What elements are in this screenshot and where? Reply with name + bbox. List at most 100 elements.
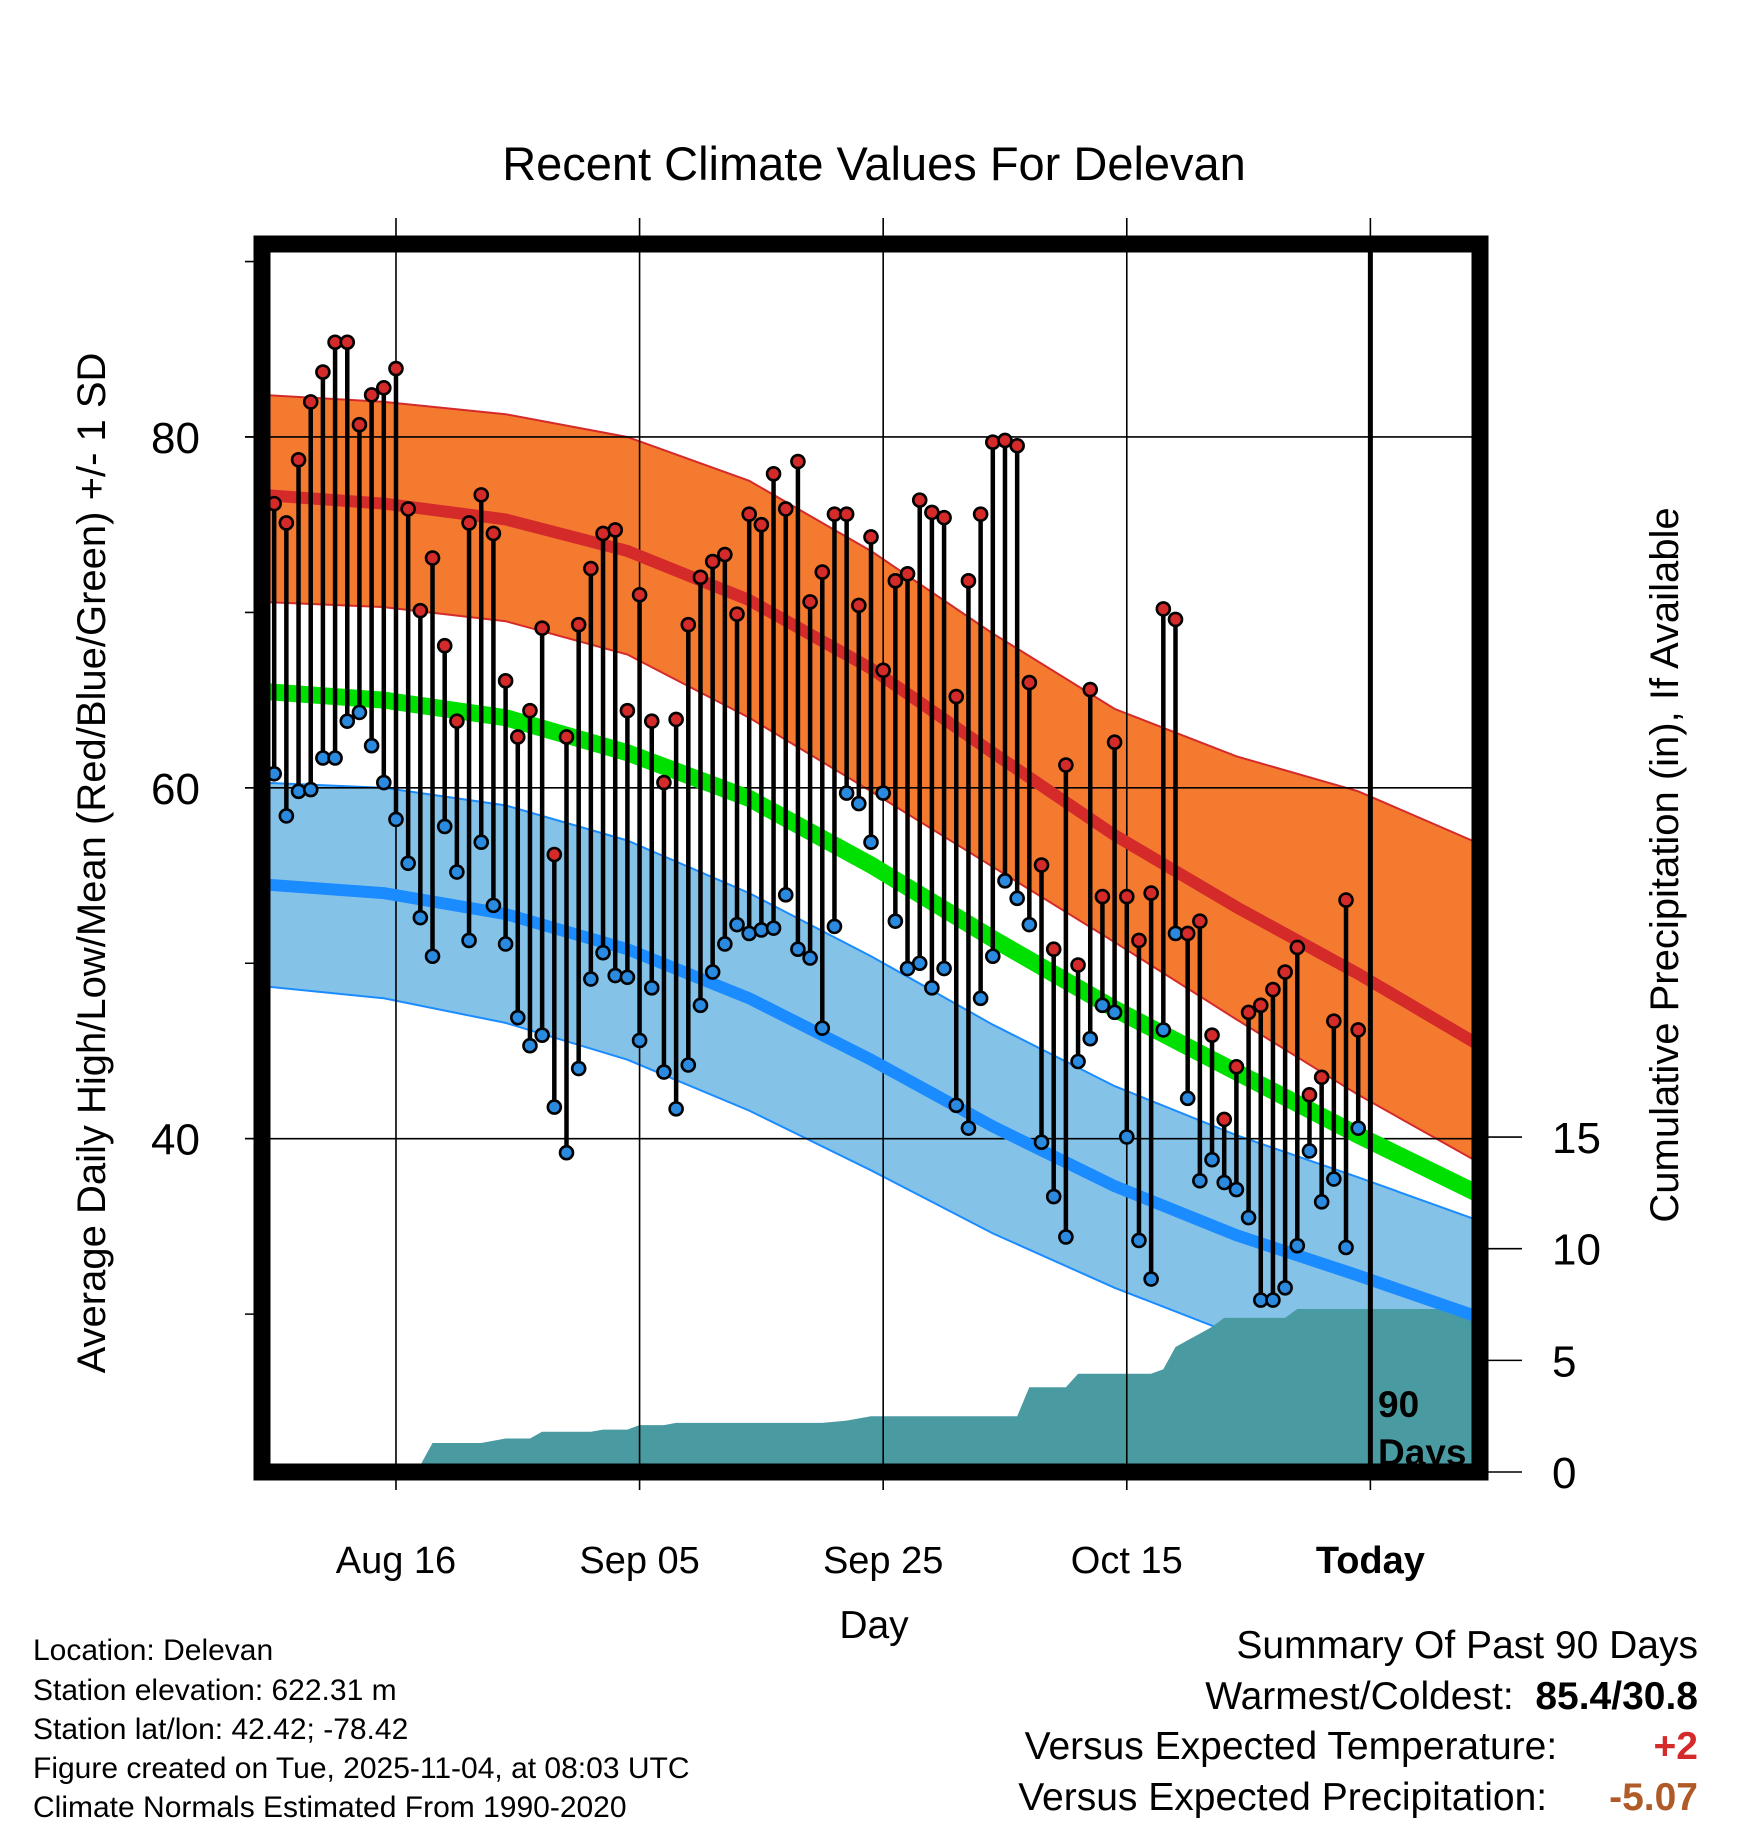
low-point-3 <box>290 783 307 800</box>
low-point-52 <box>887 913 904 929</box>
low-point-70 <box>1106 1004 1123 1021</box>
low-point-88 <box>1326 1171 1342 1187</box>
low-point-71 <box>1118 1129 1135 1145</box>
low-point-10 <box>375 774 392 791</box>
low-point-84 <box>1277 1280 1293 1296</box>
high-point-23 <box>534 620 550 636</box>
x-tick-label-4: Today <box>1316 1540 1425 1582</box>
low-point-8 <box>351 704 368 721</box>
high-point-70 <box>1106 734 1123 751</box>
y2-tick-label-1: 5 <box>1552 1337 1576 1386</box>
low-point-63 <box>1021 916 1038 933</box>
plot-area <box>245 218 1484 1490</box>
high-point-19 <box>485 525 502 542</box>
low-point-13 <box>412 909 429 926</box>
high-point-21 <box>509 729 526 745</box>
low-point-28 <box>595 944 611 961</box>
high-point-41 <box>753 516 770 533</box>
high-point-44 <box>790 453 806 470</box>
high-point-68 <box>1082 681 1099 698</box>
high-point-65 <box>1045 941 1062 958</box>
chart-title: Recent Climate Values For Delevan <box>502 137 1246 190</box>
low-point-18 <box>473 834 490 851</box>
low-point-12 <box>400 855 416 872</box>
high-point-33 <box>656 774 672 791</box>
low-point-89 <box>1338 1239 1354 1256</box>
low-point-54 <box>911 955 928 972</box>
low-point-15 <box>436 818 453 835</box>
low-point-73 <box>1143 1271 1159 1287</box>
low-point-77 <box>1192 1172 1208 1189</box>
daily-range-stems <box>271 342 1361 1301</box>
high-point-63 <box>1021 674 1038 691</box>
low-point-81 <box>1240 1209 1257 1226</box>
high-point-64 <box>1033 857 1050 873</box>
high-point-42 <box>765 466 782 482</box>
low-point-46 <box>814 1020 831 1036</box>
low-point-37 <box>704 964 721 980</box>
low-point-24 <box>546 1099 563 1115</box>
info-elevation: Station elevation: 622.31 m <box>33 1674 397 1707</box>
low-point-59 <box>972 990 989 1007</box>
low-point-66 <box>1058 1229 1074 1245</box>
low-point-86 <box>1301 1143 1318 1159</box>
info-location: Location: Delevan <box>33 1634 274 1667</box>
summary-precipitation-value: -5.07 <box>1609 1776 1698 1819</box>
low-point-62 <box>1009 890 1025 907</box>
y2-tick-label-0: 0 <box>1552 1449 1576 1498</box>
info-latlon: Station lat/lon: 42.42; -78.42 <box>33 1713 409 1746</box>
info-created: Figure created on Tue, 2025-11-04, at 08… <box>33 1752 690 1785</box>
low-point-35 <box>680 1057 697 1073</box>
low-point-16 <box>449 864 465 880</box>
low-point-34 <box>668 1101 684 1117</box>
low-point-9 <box>363 737 380 754</box>
low-point-57 <box>948 1097 965 1114</box>
low-point-45 <box>802 950 818 966</box>
low-point-61 <box>997 873 1013 889</box>
normal-mean-line <box>261 682 1484 1203</box>
summary-temperature-value: +2 <box>1653 1725 1698 1768</box>
axes: 40 60 80 0 5 10 15 Aug 16 Sep 05 Sep 25 Oct 15 Toda… <box>151 235 1601 1582</box>
high-point-31 <box>631 587 648 603</box>
low-point-11 <box>388 811 404 828</box>
low-point-22 <box>522 1037 538 1054</box>
high-point-53 <box>899 566 916 582</box>
high-point-60 <box>984 434 1001 451</box>
high-point-15 <box>436 637 453 654</box>
y-axis-label: Average Daily High/Low/Mean (Red/Blue/Gr… <box>70 353 114 1374</box>
high-point-16 <box>449 713 465 729</box>
low-point-65 <box>1045 1188 1062 1205</box>
low-point-47 <box>826 918 843 935</box>
high-point-86 <box>1301 1087 1318 1103</box>
summary-temperature: Versus Expected Temperature: +2 <box>1025 1727 1698 1766</box>
x-tick-label-0: Aug 16 <box>336 1540 456 1582</box>
low-point-25 <box>558 1144 575 1161</box>
high-point-81 <box>1240 1004 1257 1021</box>
summary-warmest-value: 85.4/30.8 <box>1535 1675 1698 1718</box>
low-point-7 <box>339 713 356 729</box>
high-point-74 <box>1155 601 1172 617</box>
low-point-42 <box>765 920 782 936</box>
high-point-54 <box>911 492 928 508</box>
low-point-58 <box>960 1120 977 1136</box>
y2-axis-label: Cumulative Precipitation (in), If Availa… <box>1643 507 1687 1222</box>
summary-title: Summary Of Past 90 Days <box>1236 1624 1698 1667</box>
low-point-76 <box>1179 1090 1196 1107</box>
x-tick-label-1: Sep 05 <box>579 1540 699 1582</box>
high-point-80 <box>1228 1058 1245 1075</box>
low-point-48 <box>838 785 855 801</box>
high-point-17 <box>461 515 477 531</box>
high-point-18 <box>473 487 490 503</box>
high-point-29 <box>607 522 624 538</box>
summary-precipitation: Versus Expected Precipitation: -5.07 <box>1018 1778 1698 1817</box>
low-point-49 <box>851 795 867 812</box>
high-point-22 <box>522 702 538 719</box>
low-point-41 <box>753 922 770 938</box>
high-point-72 <box>1131 932 1147 949</box>
high-point-66 <box>1058 757 1074 773</box>
high-point-62 <box>1009 437 1025 454</box>
y2-tick-label-3: 15 <box>1552 1114 1601 1163</box>
high-point-35 <box>680 616 697 633</box>
high-point-89 <box>1338 892 1354 908</box>
high-point-26 <box>570 616 587 633</box>
